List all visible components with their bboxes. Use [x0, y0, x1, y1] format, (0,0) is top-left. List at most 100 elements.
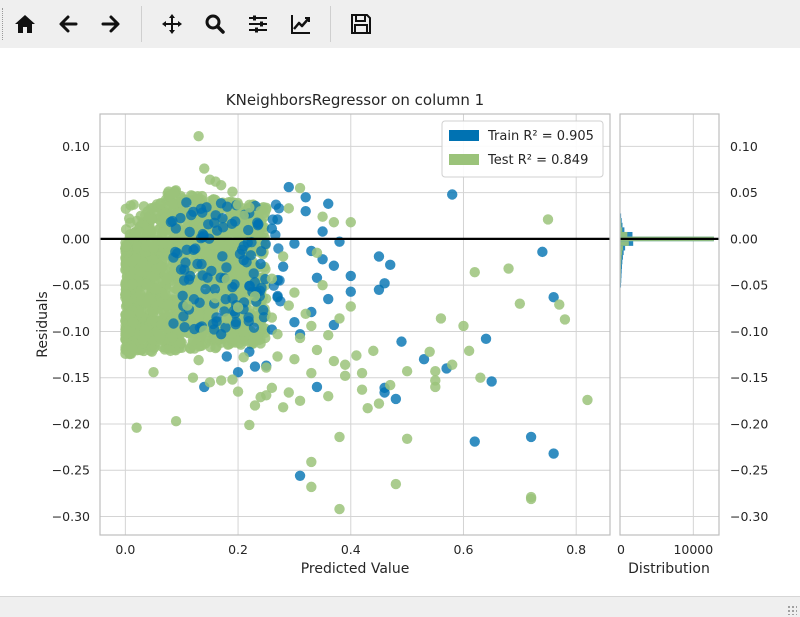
test-point — [294, 332, 306, 344]
test-point — [135, 267, 146, 278]
test-point — [139, 209, 151, 221]
save-button[interactable] — [345, 8, 377, 40]
test-point — [192, 191, 203, 202]
distribution-y-tick-labels: 0.10 0.05 0.00 −0.05 −0.10 −0.15 −0.20 −0.25 −0.… — [730, 139, 768, 524]
x-tick-label: 0.6 — [454, 542, 474, 557]
test-point — [131, 422, 142, 433]
zoom-icon — [205, 14, 225, 34]
toolbar-separator — [141, 6, 142, 42]
legend-label-train: Train R² = 0.905 — [487, 129, 594, 144]
test-point — [215, 180, 227, 191]
test-point — [167, 332, 178, 343]
test-point — [221, 274, 232, 285]
home-button[interactable] — [9, 8, 41, 40]
y-tick-label: −0.30 — [52, 509, 90, 524]
test-point — [525, 493, 537, 505]
test-point — [435, 313, 447, 324]
test-point — [120, 203, 132, 215]
distribution-y-tick-label: 0.05 — [730, 185, 758, 200]
forward-button[interactable] — [95, 8, 127, 40]
distribution-y-tick-label: −0.25 — [730, 463, 768, 478]
train-point — [184, 226, 195, 238]
train-point — [272, 292, 283, 303]
test-point — [193, 131, 204, 142]
test-point — [148, 242, 159, 253]
test-point — [223, 239, 234, 250]
test-point — [261, 362, 272, 373]
pan-button[interactable] — [156, 8, 188, 40]
test-point — [559, 314, 571, 325]
train-point — [277, 261, 289, 272]
test-point — [430, 366, 441, 377]
train-point — [256, 282, 267, 294]
distribution-axes-background — [620, 114, 719, 535]
test-point — [187, 372, 199, 383]
train-point — [192, 258, 203, 270]
train-point — [243, 316, 254, 327]
train-point — [390, 393, 402, 405]
chart-title: KNeighborsRegressor on column 1 — [226, 91, 484, 109]
train-point — [200, 283, 211, 295]
train-point — [175, 212, 186, 224]
test-point — [125, 217, 136, 228]
test-point — [154, 332, 166, 343]
test-point — [582, 394, 593, 406]
test-point — [238, 210, 249, 221]
train-point — [396, 336, 407, 347]
toolbar-grip[interactable] — [2, 8, 6, 40]
train-point — [300, 192, 311, 203]
train-point — [242, 237, 253, 248]
pan-icon — [162, 14, 182, 34]
train-point — [244, 280, 255, 292]
train-point — [238, 254, 249, 266]
train-point — [179, 322, 190, 333]
test-point — [167, 198, 179, 210]
train-point — [283, 181, 294, 193]
distribution-y-tick-label: −0.10 — [730, 324, 768, 339]
test-point — [199, 325, 210, 336]
zoom-button[interactable] — [199, 8, 231, 40]
edit-axes-button[interactable] — [285, 8, 317, 40]
test-point — [232, 386, 244, 397]
test-point — [160, 289, 171, 300]
test-point — [373, 398, 385, 409]
distribution-axes: 0 10000 0.10 0.05 0.00 −0.05 −0.10 −0.15 −0.20 −… — [617, 113, 768, 557]
train-point — [232, 366, 244, 378]
test-point — [255, 205, 266, 217]
distribution-y-tick-label: −0.30 — [730, 509, 768, 524]
train-point — [221, 201, 233, 212]
resize-grip[interactable] — [787, 605, 797, 615]
configure-subplots-button[interactable] — [242, 8, 274, 40]
train-point — [211, 316, 222, 327]
test-point — [203, 309, 214, 320]
main-axes: 0.0 0.2 0.4 0.6 0.8 0.10 0.05 0.00 −0.05 −0.10 −0… — [52, 113, 611, 557]
y-tick-label: −0.10 — [52, 324, 90, 339]
dense-train-cluster — [165, 197, 286, 335]
train-point — [273, 243, 284, 254]
figure-canvas[interactable]: KNeighborsRegressor on column 1 0.0 0.2 0.… — [0, 48, 800, 596]
back-button[interactable] — [52, 8, 84, 40]
configure-subplots-icon — [249, 15, 267, 33]
test-histogram-bar — [620, 222, 622, 228]
train-point — [418, 353, 430, 365]
status-bar — [0, 596, 800, 617]
train-point — [190, 243, 201, 254]
test-point — [161, 274, 173, 285]
train-point — [345, 286, 356, 297]
test-point — [156, 319, 167, 330]
test-point — [204, 377, 216, 388]
test-point — [328, 355, 340, 367]
test-point — [156, 227, 168, 239]
train-point — [217, 251, 228, 262]
distribution-x-tick-label: 10000 — [673, 542, 713, 557]
test-histogram-bar — [620, 255, 622, 260]
train-point — [385, 259, 396, 271]
train-point — [373, 284, 385, 296]
test-point — [127, 317, 139, 328]
distribution-y-tick-label: 0.00 — [730, 231, 758, 246]
test-point — [227, 186, 238, 197]
train-point — [258, 304, 269, 316]
test-point — [205, 251, 216, 262]
test-point — [170, 415, 182, 427]
test-point — [306, 367, 317, 379]
